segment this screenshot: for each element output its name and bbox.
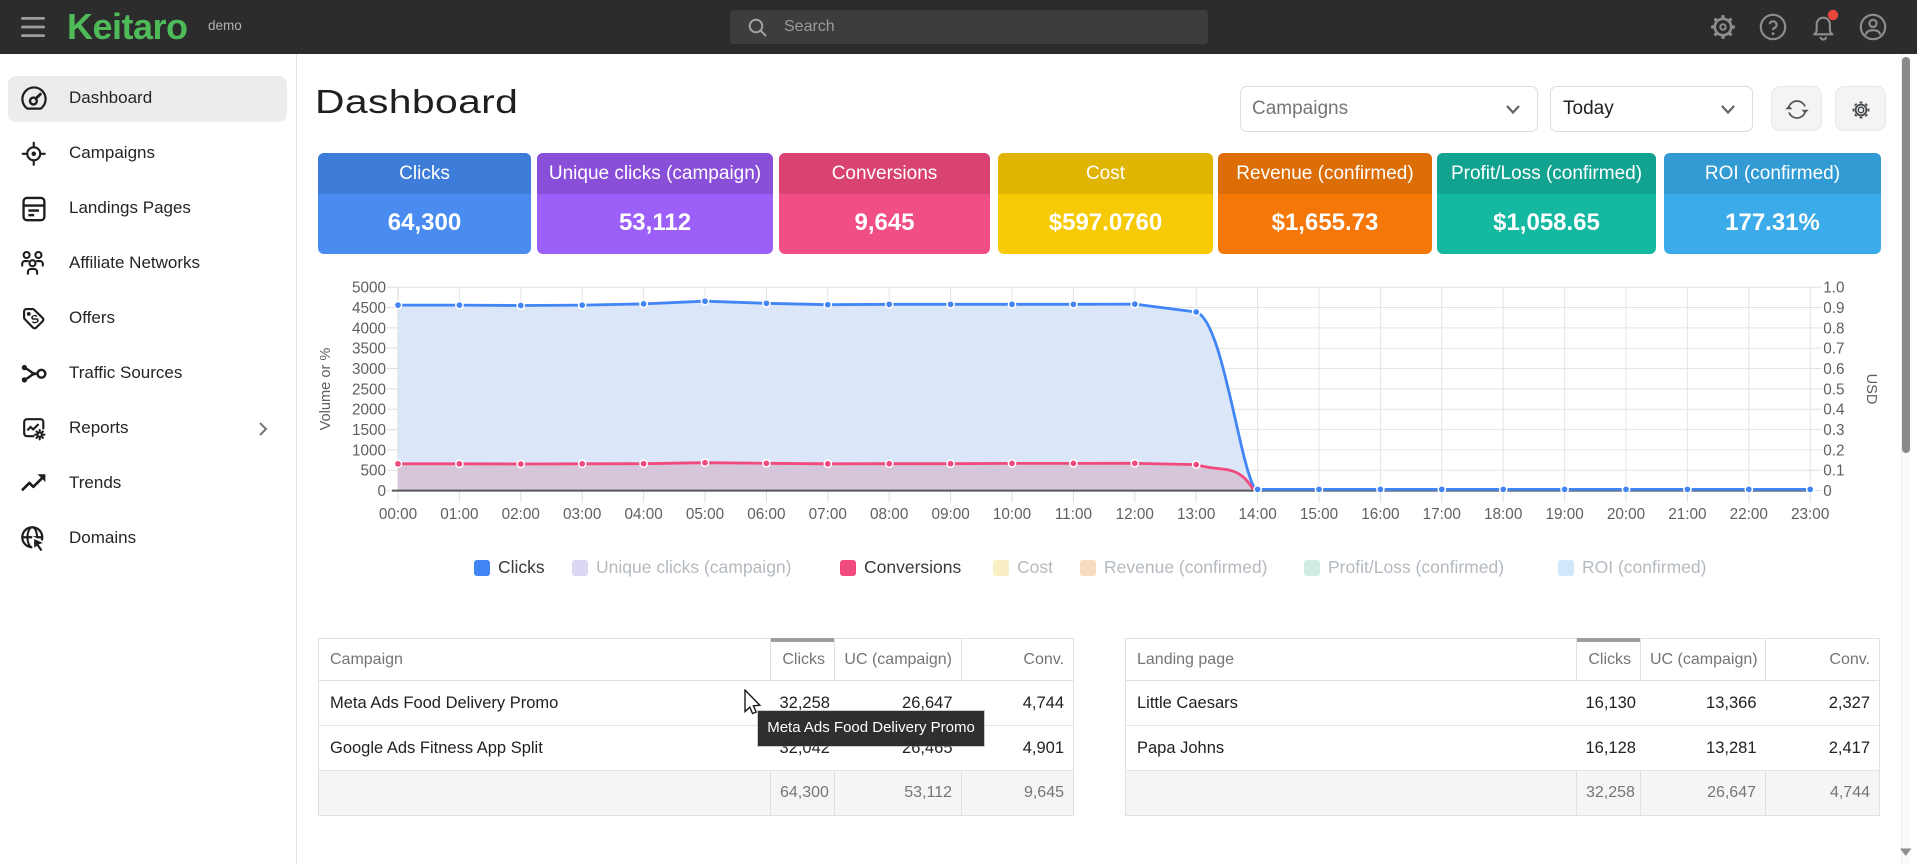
svg-text:03:00: 03:00: [563, 506, 601, 523]
svg-text:4500: 4500: [352, 300, 386, 317]
svg-text:15:00: 15:00: [1300, 506, 1338, 523]
svg-text:4000: 4000: [352, 320, 386, 337]
svg-text:5000: 5000: [352, 280, 386, 297]
svg-text:2000: 2000: [352, 402, 386, 419]
svg-text:0.1: 0.1: [1823, 463, 1844, 480]
svg-text:14:00: 14:00: [1238, 506, 1276, 523]
svg-text:21:00: 21:00: [1668, 506, 1706, 523]
svg-text:1.0: 1.0: [1823, 280, 1844, 297]
svg-text:23:00: 23:00: [1791, 506, 1829, 523]
svg-text:17:00: 17:00: [1423, 506, 1461, 523]
svg-text:0.8: 0.8: [1823, 320, 1844, 337]
svg-text:S: S: [30, 312, 41, 327]
svg-text:18:00: 18:00: [1484, 506, 1522, 523]
svg-text:01:00: 01:00: [440, 506, 478, 523]
svg-text:04:00: 04:00: [624, 506, 662, 523]
svg-text:0.4: 0.4: [1823, 402, 1845, 419]
svg-text:0.5: 0.5: [1823, 381, 1844, 398]
svg-text:0.9: 0.9: [1823, 300, 1844, 317]
svg-text:3000: 3000: [352, 361, 386, 378]
svg-text:09:00: 09:00: [931, 506, 969, 523]
svg-text:10:00: 10:00: [993, 506, 1031, 523]
svg-text:12:00: 12:00: [1116, 506, 1154, 523]
svg-text:16:00: 16:00: [1361, 506, 1399, 523]
svg-text:3500: 3500: [352, 341, 386, 358]
svg-text:07:00: 07:00: [809, 506, 847, 523]
svg-text:0: 0: [377, 483, 386, 500]
svg-text:1000: 1000: [352, 442, 386, 459]
svg-text:0.3: 0.3: [1823, 422, 1844, 439]
svg-text:Volume or %: Volume or %: [318, 348, 334, 431]
svg-text:0: 0: [1823, 483, 1832, 500]
svg-text:08:00: 08:00: [870, 506, 908, 523]
svg-text:1500: 1500: [352, 422, 386, 439]
svg-text:05:00: 05:00: [686, 506, 724, 523]
svg-text:00:00: 00:00: [379, 506, 417, 523]
svg-text:0.2: 0.2: [1823, 442, 1844, 459]
svg-text:06:00: 06:00: [747, 506, 785, 523]
svg-text:0.7: 0.7: [1823, 341, 1844, 358]
svg-text:USD: USD: [1863, 374, 1879, 405]
svg-text:20:00: 20:00: [1607, 506, 1645, 523]
svg-text:19:00: 19:00: [1545, 506, 1583, 523]
svg-text:11:00: 11:00: [1055, 506, 1092, 523]
svg-text:13:00: 13:00: [1177, 506, 1215, 523]
svg-text:02:00: 02:00: [502, 506, 540, 523]
svg-text:500: 500: [360, 463, 386, 480]
svg-text:2500: 2500: [352, 381, 386, 398]
svg-text:0.6: 0.6: [1823, 361, 1844, 378]
svg-text:22:00: 22:00: [1730, 506, 1768, 523]
